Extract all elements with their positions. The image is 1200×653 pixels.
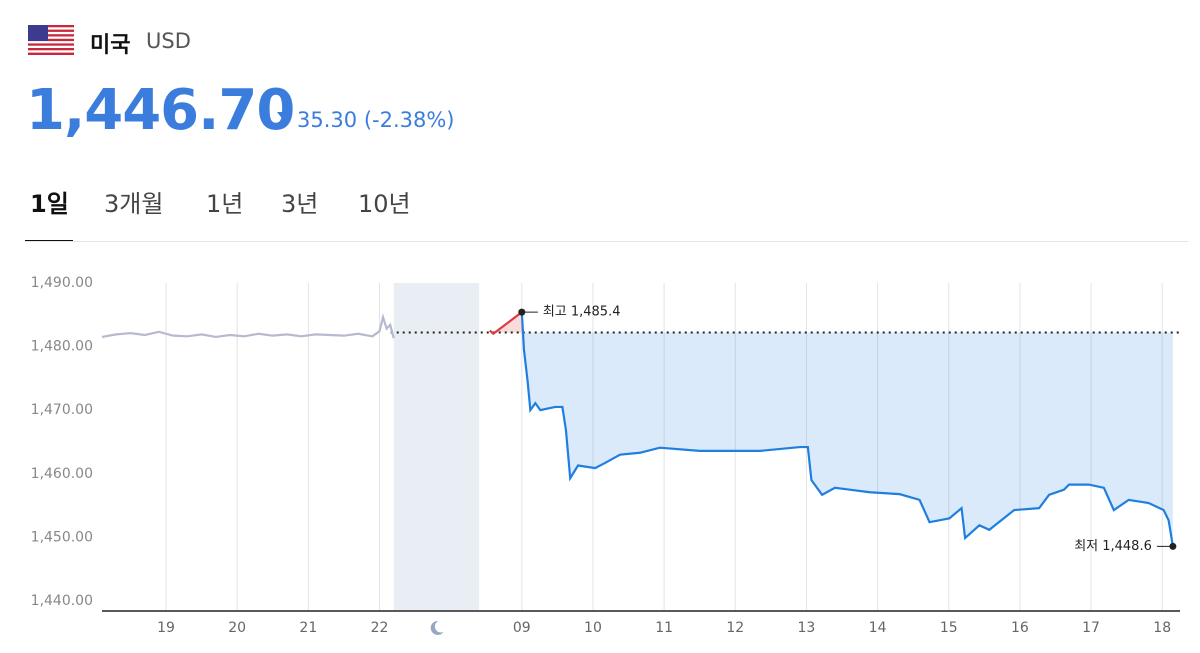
- x-tick-label: 13: [798, 620, 816, 636]
- x-tick-label: 17: [1082, 620, 1100, 636]
- x-tick-label: 19: [157, 620, 175, 636]
- x-tick-label: 21: [299, 620, 317, 636]
- price-line: [101, 313, 395, 339]
- x-tick-label: 14: [869, 620, 887, 636]
- low-label: 최저 1,448.6: [1074, 539, 1152, 554]
- y-tick-label: 1,480.00: [31, 338, 93, 354]
- x-tick-label: 22: [371, 620, 389, 636]
- y-tick-label: 1,450.00: [31, 529, 93, 545]
- x-tick-label: 16: [1011, 620, 1029, 636]
- tab[interactable]: 1년: [206, 190, 244, 218]
- x-tick-label: 12: [726, 620, 744, 636]
- change-pct: (-2.38%): [363, 108, 455, 132]
- price-line: [520, 312, 1174, 547]
- x-tick-label: 10: [584, 620, 602, 636]
- area-fill: [521, 312, 1173, 547]
- down-arrow: [277, 112, 291, 121]
- x-tick-label: 18: [1153, 620, 1171, 636]
- tab[interactable]: 1일: [30, 190, 69, 218]
- price: 1,446.70: [26, 78, 295, 143]
- high-label: 최고 1,485.4: [543, 305, 621, 320]
- divider: [25, 241, 1188, 242]
- y-tick-label: 1,490.00: [31, 275, 93, 291]
- night-band: [393, 283, 480, 610]
- y-tick-label: 1,470.00: [31, 402, 93, 418]
- change: 35.30 (-2.38%): [297, 108, 455, 132]
- currency: USD: [146, 29, 191, 53]
- area-fill: [489, 312, 522, 334]
- us-flag: [28, 25, 74, 55]
- moon-icon: [430, 620, 444, 635]
- tab[interactable]: 3개월: [104, 190, 164, 218]
- country: 미국: [90, 33, 131, 58]
- tab[interactable]: 10년: [358, 190, 411, 218]
- change-value: 35.30: [297, 108, 358, 132]
- x-tick-label: 20: [228, 620, 246, 636]
- x-tick-label: 15: [940, 620, 958, 636]
- tab[interactable]: 3년: [281, 190, 319, 218]
- x-tick-label: 11: [655, 620, 673, 636]
- y-tick-label: 1,440.00: [31, 593, 93, 609]
- y-tick-label: 1,460.00: [31, 466, 93, 482]
- price-line: [489, 311, 523, 336]
- x-tick-label: 09: [513, 620, 531, 636]
